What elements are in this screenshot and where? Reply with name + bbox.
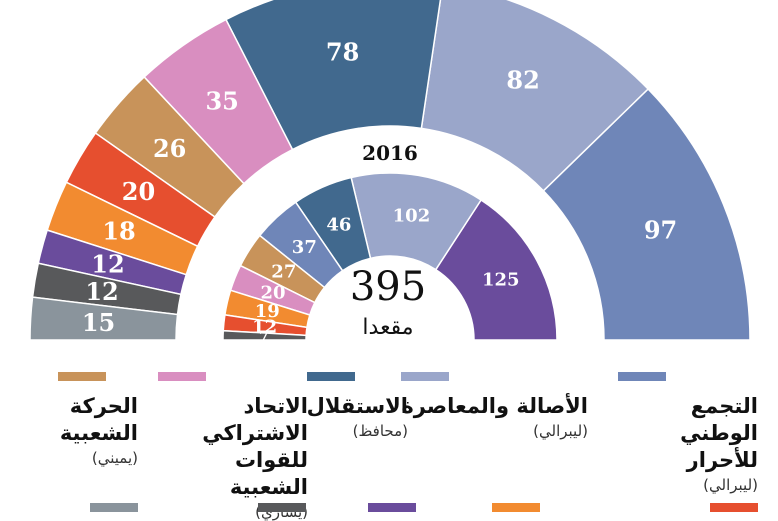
legend-swatch-row2 — [368, 503, 416, 512]
legend-swatch — [618, 372, 666, 381]
inner-ring-segment-0 — [434, 198, 558, 341]
legend-swatch — [58, 372, 106, 381]
legend-swatch — [401, 372, 450, 381]
total-seats-value: 395 — [350, 264, 426, 310]
legend-ideology: (ليبرالي) — [703, 476, 758, 494]
outer-ring-value-label-2: 78 — [326, 37, 359, 66]
legend-swatch — [306, 372, 355, 381]
inner-ring-value-label-3: 37 — [292, 237, 317, 258]
outer-ring-value-label-7: 12 — [91, 250, 124, 279]
outer-ring-value-label-8: 12 — [85, 277, 118, 306]
inner-ring-segment-8 — [222, 329, 307, 341]
legend-party-name: الاستقلال — [306, 394, 408, 418]
legend-swatch-row2 — [492, 503, 540, 512]
legend-party-name: الأصالة والمعاصرة — [401, 394, 588, 418]
outer-ring-value-label-0: 97 — [644, 216, 677, 245]
inner-ring-value-label-4: 27 — [271, 262, 296, 283]
outer-ring-value-label-4: 26 — [153, 134, 186, 163]
inner-ring-value-label-6: 19 — [255, 301, 280, 322]
legend-swatch — [158, 372, 206, 381]
outer-ring-value-label-9: 15 — [82, 308, 115, 337]
legend-party-name: الاتحاد الاشتراكي للقوات الشعبية — [202, 394, 308, 499]
legend-item-mp: الحركة الشعبية (يميني) — [58, 372, 138, 467]
outer-ring-value-label-6: 18 — [102, 217, 135, 246]
legend-ideology: (ليبرالي) — [533, 422, 588, 440]
inner-ring-value-label-8: 7 — [259, 328, 269, 345]
legend-party-name: الحركة الشعبية — [59, 394, 138, 445]
outer-ring-segment-9 — [29, 296, 179, 341]
inner-ring-value-label-5: 20 — [261, 283, 286, 304]
legend-swatch-row2 — [90, 503, 138, 512]
legend-item-usfp: الاتحاد الاشتراكي للقوات الشعبية (يساري) — [158, 372, 308, 521]
legend-item-istiqlal: الاستقلال (محافظ) — [306, 372, 408, 440]
legend-swatch-row2 — [710, 503, 758, 512]
legend-ideology: (محافظ) — [352, 422, 408, 440]
legend-party-name: التجمع الوطني للأحرار — [680, 394, 758, 472]
inner-ring-value-label-0: 125 — [482, 269, 520, 290]
outer-ring-segment-1 — [420, 0, 650, 192]
legend-swatch-row2 — [258, 503, 306, 512]
legend-ideology: (يميني) — [91, 449, 138, 467]
outer-ring-value-label-1: 82 — [506, 66, 539, 95]
inner-ring-value-label-1: 102 — [393, 205, 431, 226]
total-seats-label: مقعدا — [362, 315, 413, 340]
inner-year-title: 2016 — [362, 141, 418, 165]
outer-ring-value-label-5: 20 — [122, 177, 155, 206]
outer-ring-value-label-3: 35 — [205, 87, 238, 116]
inner-ring-value-label-2: 46 — [326, 214, 351, 235]
legend-item-pam: الأصالة والمعاصرة (ليبرالي) — [401, 372, 588, 440]
legend-item-rni: التجمع الوطني للأحرار (ليبرالي) — [618, 372, 758, 494]
